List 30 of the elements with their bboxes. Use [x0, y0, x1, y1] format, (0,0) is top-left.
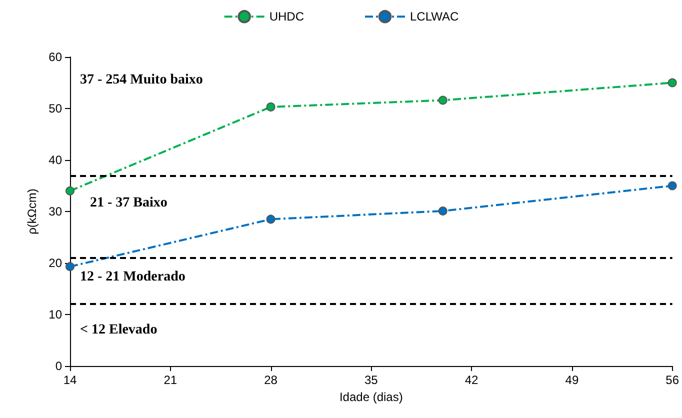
x-tick-label: 14	[63, 373, 77, 387]
y-tick-label: 20	[48, 256, 62, 270]
point	[668, 78, 677, 88]
y-axis-title: ρ(kΩcm)	[24, 188, 39, 234]
point	[266, 214, 276, 224]
point	[668, 181, 677, 190]
y-tick-label: 10	[48, 308, 62, 322]
y-tick-label: 30	[48, 204, 62, 218]
x-tick-label: 42	[464, 373, 479, 387]
legend-label: UHDC	[269, 10, 304, 24]
annotation: < 12 Elevado	[80, 322, 158, 338]
y-tick-label: 60	[48, 50, 62, 64]
x-tick-label: 28	[264, 373, 278, 387]
point	[266, 102, 276, 112]
x-tick-label: 21	[164, 373, 178, 387]
x-tick-label: 35	[364, 373, 378, 387]
annotation: 37 - 254 Muito baixo	[80, 72, 203, 88]
y-tick-label: 50	[48, 102, 62, 116]
y-tick-label: 0	[55, 359, 62, 373]
point	[66, 186, 74, 196]
point	[438, 96, 448, 105]
x-tick-label: 49	[565, 373, 579, 387]
x-axis-title: Idade (dias)	[339, 390, 403, 404]
point	[438, 206, 448, 216]
annotation: 21 - 37 Baixo	[90, 196, 168, 210]
x-tick-label: 56	[666, 373, 680, 387]
legend-label: LCLWAC	[410, 10, 460, 24]
y-tick-label: 40	[48, 153, 62, 167]
annotation: 12 - 21 Moderado	[80, 270, 186, 284]
point	[66, 262, 74, 272]
